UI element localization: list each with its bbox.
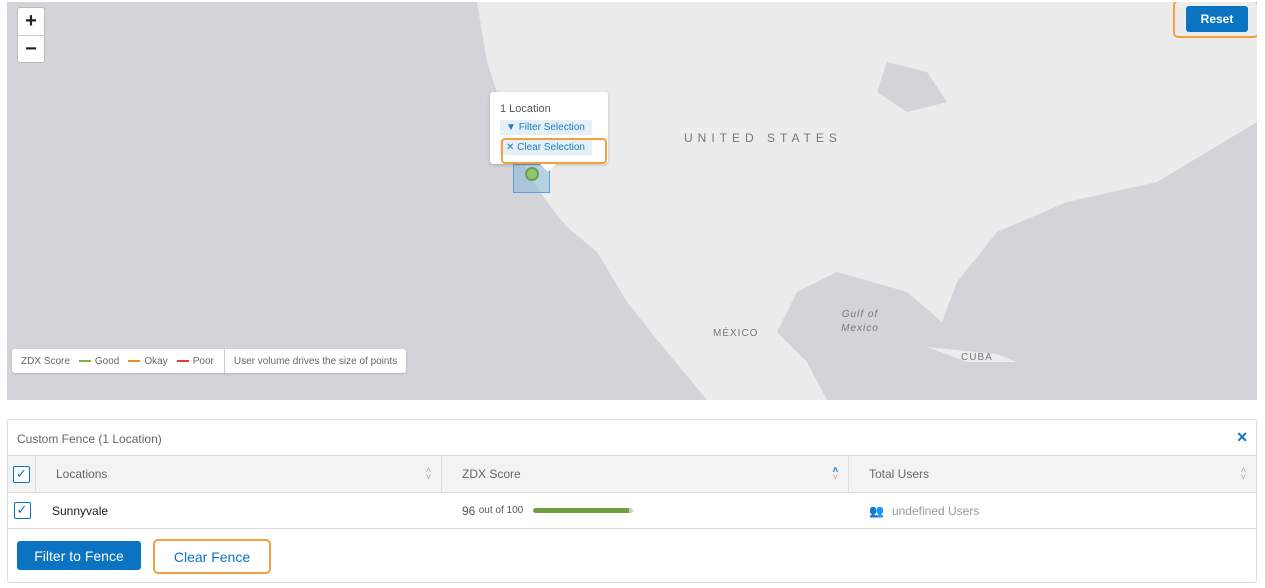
map[interactable]: + − Reset UNITED STATES MÉXICO Gulf of M… — [7, 2, 1257, 400]
table-row: ✓ Sunnyvale 96 out of 100 👥 undefined Use… — [8, 492, 1256, 529]
filter-icon: ▼ — [506, 122, 519, 133]
label-mexico: MÉXICO — [713, 328, 759, 339]
column-total-users[interactable]: Total Users ˄ ˅ — [869, 465, 1246, 482]
zoom-out-button[interactable]: − — [18, 35, 44, 62]
score-bar — [533, 508, 634, 513]
label-cuba: CUBA — [961, 352, 993, 363]
clear-fence-button[interactable]: Clear Fence — [153, 539, 271, 574]
sort-icon: ˄ ˅ — [1240, 465, 1246, 482]
close-icon[interactable]: ✕ — [1236, 429, 1248, 445]
sort-icon: ˄ ˅ — [425, 465, 431, 482]
map-basemap — [477, 2, 1257, 400]
fence-panel: Custom Fence (1 Location) ✕ ✓ Locations ˄… — [7, 419, 1257, 583]
map-legend: ZDX Score Good Okay Poor User volume dri… — [12, 349, 407, 373]
zoom-in-button[interactable]: + — [25, 10, 37, 32]
legend-title: ZDX Score — [21, 355, 70, 367]
row-checkbox[interactable]: ✓ — [13, 502, 31, 519]
filter-to-fence-button[interactable]: Filter to Fence — [17, 541, 141, 570]
filter-selection-button[interactable]: ▼ Filter Selection — [500, 120, 592, 135]
zoom-control: + − — [17, 7, 45, 63]
selection-popup: 1 Location ▼ Filter Selection ✕ Clear Se… — [490, 92, 608, 172]
panel-title: Custom Fence (1 Location) — [17, 432, 162, 446]
label-united-states: UNITED STATES — [684, 131, 842, 145]
legend-poor: Poor — [176, 356, 214, 367]
clear-selection-button[interactable]: ✕ Clear Selection — [500, 140, 592, 155]
total-users: 👥 undefined Users — [869, 503, 980, 518]
legend-note: User volume drives the size of points — [233, 355, 398, 367]
clear-selection-highlight — [501, 138, 607, 164]
column-locations[interactable]: Locations ˄ ˅ — [36, 456, 442, 492]
column-zdx-score[interactable]: ZDX Score ˄ ˅ — [442, 456, 849, 492]
users-icon: 👥 — [869, 503, 884, 518]
select-all-checkbox[interactable]: ✓ — [13, 465, 30, 483]
location-point[interactable] — [525, 167, 539, 181]
reset-highlight: Reset — [1173, 2, 1257, 38]
legend-okay: Okay — [128, 356, 168, 367]
close-icon: ✕ — [506, 142, 518, 153]
sort-icon: ˄ ˅ — [832, 465, 838, 482]
reset-button[interactable]: Reset — [1186, 6, 1248, 32]
zdx-score: 96 out of 100 — [442, 493, 849, 528]
location-name: Sunnyvale — [52, 503, 109, 518]
popup-title: 1 Location — [500, 103, 551, 115]
legend-good: Good — [78, 356, 119, 367]
table-header: ✓ Locations ˄ ˅ ZDX Score ˄ ˅ Total Users ˄ ˅ — [8, 455, 1256, 492]
label-gulf: Gulf of Mexico — [841, 309, 879, 334]
